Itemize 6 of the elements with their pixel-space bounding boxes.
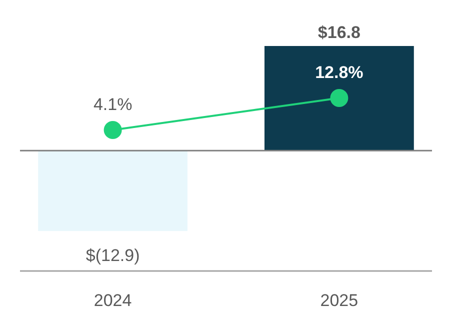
- data-label: 12.8%: [315, 63, 364, 82]
- x-tick-label: 2025: [320, 291, 358, 310]
- data-label: 4.1%: [93, 95, 132, 114]
- x-tick-label: 2024: [94, 291, 132, 310]
- data-label: $(12.9): [86, 246, 140, 265]
- data-label: $16.8: [318, 23, 360, 42]
